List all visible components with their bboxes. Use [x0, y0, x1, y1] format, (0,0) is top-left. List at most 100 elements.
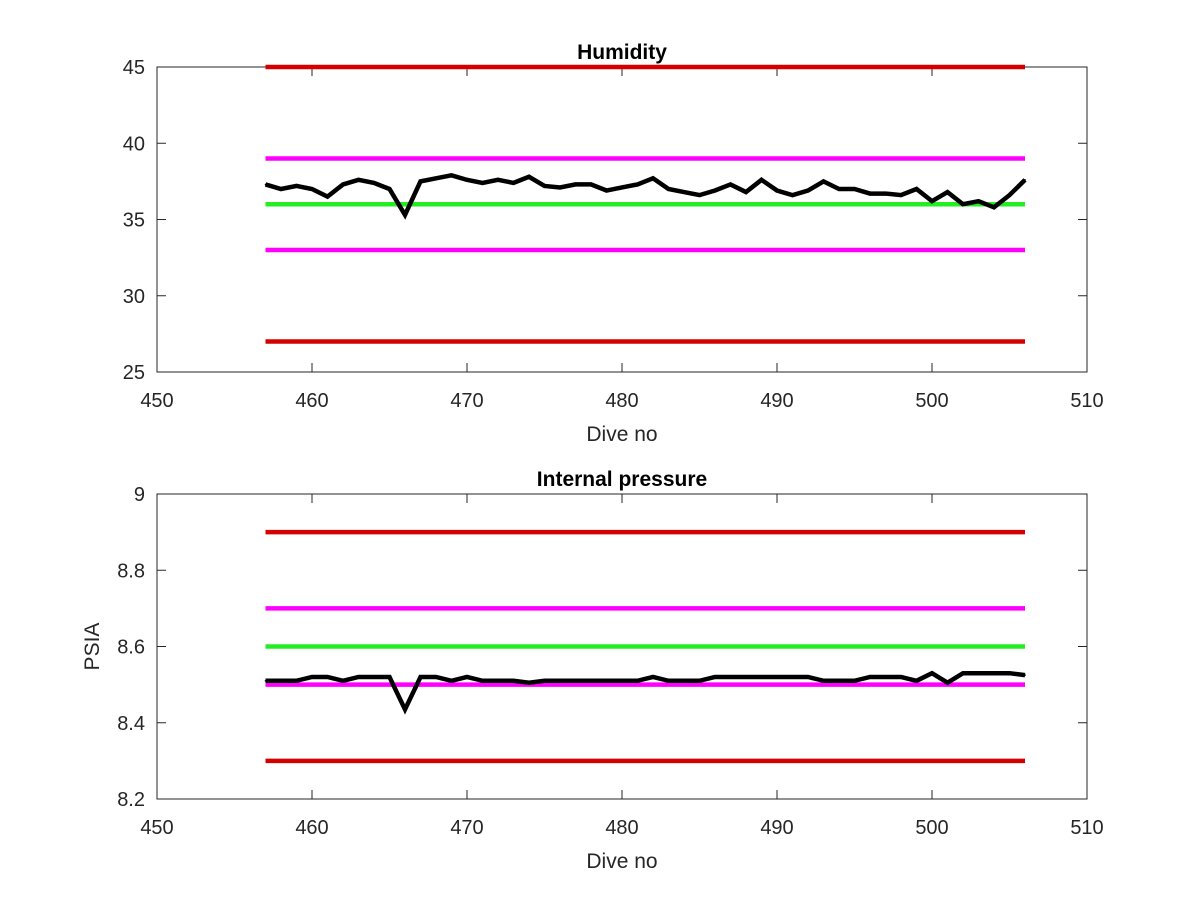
data-point: [559, 186, 561, 189]
data-point: [822, 180, 825, 183]
data-point: [667, 188, 670, 190]
data-point: [838, 680, 840, 682]
data-point: [450, 680, 453, 682]
data-point: [404, 708, 406, 711]
data-series-line: [265, 670, 1026, 715]
data-point: [295, 185, 298, 187]
data-point: [714, 676, 716, 678]
x-tick-label: 460: [295, 817, 328, 839]
data-point: [497, 179, 499, 181]
y-tick-label: 35: [123, 210, 145, 232]
x-tick-label: 500: [915, 390, 948, 412]
y-tick-label: 8.2: [117, 789, 145, 811]
data-point: [791, 676, 794, 678]
data-point: [869, 192, 871, 195]
data-point: [776, 189, 778, 192]
data-point: [605, 680, 608, 682]
data-point: [683, 191, 685, 193]
data-point: [869, 676, 871, 678]
x-tick-label: 480: [605, 390, 638, 412]
data-point: [311, 188, 313, 190]
data-point: [1008, 194, 1011, 196]
data-point: [915, 680, 918, 682]
data-point: [962, 672, 964, 674]
data-series-line: [264, 172, 1027, 220]
data-point: [714, 189, 716, 192]
data-point: [993, 206, 995, 209]
data-point: [977, 672, 980, 674]
data-point: [977, 200, 980, 202]
data-point: [512, 182, 515, 184]
data-point: [698, 680, 701, 682]
data-point: [605, 189, 608, 192]
data-point: [574, 680, 577, 682]
data-point: [822, 680, 825, 682]
data-point: [295, 680, 298, 682]
data-point: [388, 188, 391, 190]
x-tick-label: 510: [1070, 390, 1103, 412]
x-tick-label: 490: [760, 390, 793, 412]
data-point: [791, 194, 794, 196]
data-point: [1024, 179, 1026, 181]
data-point: [807, 189, 809, 192]
x-tick-label: 450: [140, 817, 173, 839]
data-point: [1024, 674, 1026, 676]
axes-box: [156, 66, 1088, 373]
x-tick-label: 470: [450, 817, 483, 839]
chart-title: Humidity: [577, 41, 667, 64]
y-tick-label: 8.4: [117, 713, 145, 735]
data-point: [884, 192, 887, 195]
internal-pressure-plot: 450 460 470 480 490 500 510 8.2 8.4 8.6 8.8 9 Intern…: [81, 468, 1104, 873]
data-point: [667, 680, 670, 682]
data-point: [543, 680, 546, 682]
data-point: [745, 191, 747, 193]
data-point: [760, 179, 763, 181]
data-point: [528, 176, 530, 178]
data-point: [900, 676, 902, 678]
data-point: [931, 200, 933, 202]
data-point: [497, 680, 499, 682]
data-point: [900, 194, 902, 196]
data-point: [946, 681, 949, 684]
data-point: [342, 183, 344, 186]
data-point: [342, 680, 344, 682]
y-tick-label: 8.6: [117, 637, 145, 659]
data-point: [636, 183, 639, 186]
data-point: [559, 680, 561, 682]
x-tick-label: 510: [1070, 817, 1103, 839]
data-point: [357, 179, 360, 181]
x-axis-label: Dive no: [586, 423, 657, 446]
data-point: [931, 672, 933, 674]
data-point: [543, 185, 546, 187]
humidity-plot: 450 460 470 480 490 500 510 25 30 35 40 45 Humidity D…: [123, 41, 1104, 446]
y-tick-label: 9: [134, 484, 145, 506]
data-point: [481, 680, 484, 682]
data-point: [636, 680, 639, 682]
x-axis-label: Dive no: [586, 850, 657, 873]
data-point: [590, 183, 592, 186]
data-point: [373, 182, 375, 184]
data-point: [528, 681, 530, 684]
data-point: [435, 676, 437, 678]
data-point: [373, 676, 375, 678]
data-point: [357, 676, 360, 678]
data-point: [388, 676, 391, 678]
data-point: [481, 182, 484, 184]
data-point: [512, 680, 515, 682]
data-point: [450, 174, 453, 177]
data-point: [311, 676, 313, 678]
data-point: [621, 680, 623, 682]
data-point: [435, 177, 437, 180]
data-point: [745, 676, 747, 678]
chart-title: Internal pressure: [537, 468, 707, 491]
data-point: [419, 180, 422, 183]
data-point: [946, 191, 949, 193]
data-point: [466, 676, 468, 678]
data-point: [404, 214, 406, 216]
data-point: [621, 186, 623, 189]
data-point: [729, 183, 732, 186]
data-point: [729, 676, 732, 678]
y-tick-label: 25: [123, 362, 145, 384]
data-point: [652, 676, 654, 678]
